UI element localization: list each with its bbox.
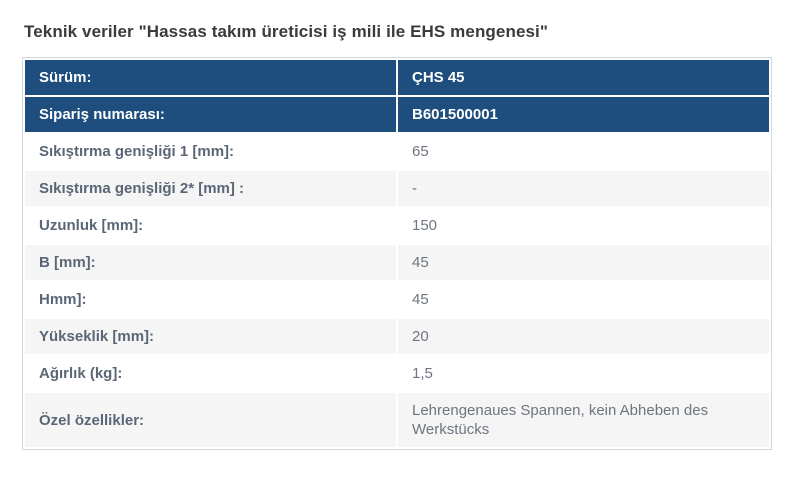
- row-value: 45: [398, 245, 769, 280]
- table-row-order-number: Sipariş numarası: B601500001: [25, 97, 769, 132]
- row-label: Yükseklik [mm]:: [25, 319, 396, 354]
- row-label: Uzunluk [mm]:: [25, 208, 396, 243]
- row-value: ÇHS 45: [398, 60, 769, 95]
- row-value: -: [398, 171, 769, 206]
- row-value: 20: [398, 319, 769, 354]
- row-label: Ağırlık (kg]:: [25, 356, 396, 391]
- technical-data-table: Sürüm: ÇHS 45 Sipariş numarası: B6015000…: [22, 57, 772, 450]
- row-value: B601500001: [398, 97, 769, 132]
- row-label: Sıkıştırma genişliği 1 [mm]:: [25, 134, 396, 169]
- row-label: Sipariş numarası:: [25, 97, 396, 132]
- row-label: Sürüm:: [25, 60, 396, 95]
- table-row-clamping-width-2: Sıkıştırma genişliği 2* [mm] : -: [25, 171, 769, 206]
- table-row-b: B [mm]: 45: [25, 245, 769, 280]
- page-title: Teknik veriler "Hassas takım üreticisi i…: [24, 22, 549, 41]
- table-row-clamping-width-1: Sıkıştırma genişliği 1 [mm]: 65: [25, 134, 769, 169]
- row-value: 45: [398, 282, 769, 317]
- row-label: B [mm]:: [25, 245, 396, 280]
- table-row-length: Uzunluk [mm]: 150: [25, 208, 769, 243]
- table-row-h: Hmm]: 45: [25, 282, 769, 317]
- row-label: Hmm]:: [25, 282, 396, 317]
- table-row-special-features: Özel özellikler: Lehrengenaues Spannen, …: [25, 393, 769, 447]
- row-value: 1,5: [398, 356, 769, 391]
- table-row-height: Yükseklik [mm]: 20: [25, 319, 769, 354]
- row-value: 65: [398, 134, 769, 169]
- table-row-version: Sürüm: ÇHS 45: [25, 60, 769, 95]
- row-label: Sıkıştırma genişliği 2* [mm] :: [25, 171, 396, 206]
- row-value: Lehrengenaues Spannen, kein Abheben des …: [398, 393, 769, 447]
- table-row-weight: Ağırlık (kg]: 1,5: [25, 356, 769, 391]
- row-label: Özel özellikler:: [25, 393, 396, 447]
- row-value: 150: [398, 208, 769, 243]
